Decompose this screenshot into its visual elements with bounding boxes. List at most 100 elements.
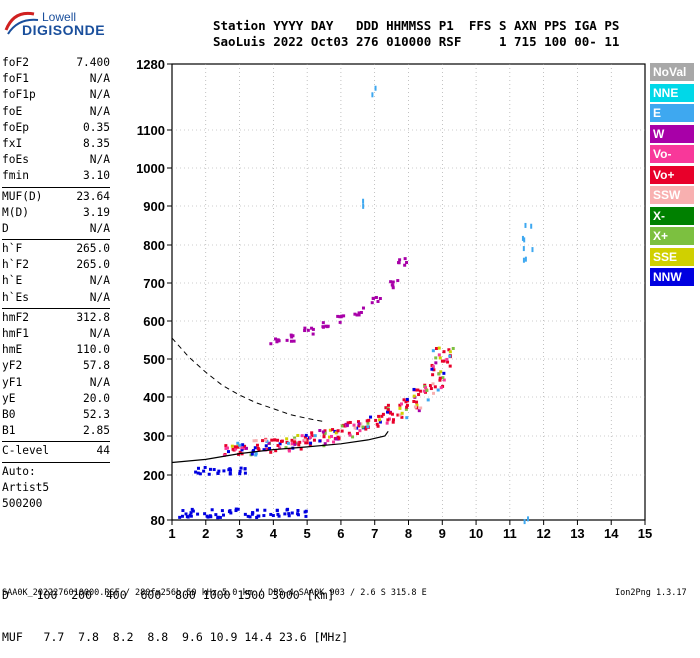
autoscaling-version: 500200 [2, 496, 43, 510]
echo-point [374, 295, 378, 299]
param-label: foF2 [2, 56, 29, 69]
x-tick-label: 9 [439, 526, 446, 541]
echo-point [274, 337, 278, 341]
echo-point [325, 325, 329, 329]
x-tick-label: 5 [304, 526, 311, 541]
param-row: B0 52.3 [2, 408, 110, 424]
param-row: C-level 44 [2, 444, 110, 460]
legend-item-w: W [650, 124, 694, 143]
echo-point [334, 437, 338, 441]
echo-point [405, 397, 409, 401]
echo-point [358, 429, 362, 433]
digisonde-logo-icon [4, 6, 40, 38]
echo-point [412, 387, 416, 391]
echo-point [285, 338, 289, 342]
echo-point [414, 388, 418, 392]
echo-point [239, 466, 243, 470]
echo-point [222, 469, 226, 473]
param-value: 7.400 [76, 56, 110, 69]
echo-point [400, 402, 404, 406]
echo-point [293, 436, 297, 440]
param-row: hmF1 N/A [2, 327, 110, 343]
echo-point [283, 512, 287, 516]
echo-point [267, 441, 271, 445]
echo-point [185, 515, 189, 519]
echo-point [191, 509, 195, 513]
echo-point [228, 468, 232, 472]
echo-point [238, 472, 242, 476]
param-label: hmF2 [2, 310, 29, 324]
echo-point [208, 467, 212, 471]
x-tick-label: 14 [604, 526, 619, 541]
echo-point [531, 247, 534, 253]
echo-point [238, 443, 242, 447]
echo-point [243, 467, 247, 471]
param-label: B1 [2, 424, 16, 438]
echo-point [216, 515, 220, 519]
echo-point [405, 261, 409, 265]
echo-point [419, 406, 423, 410]
param-value: 8.35 [83, 136, 110, 150]
echo-point [412, 394, 416, 398]
autoscaling-artist: Artist5 [2, 480, 50, 494]
echo-point [437, 353, 441, 357]
y-tick-label: 600 [143, 314, 165, 329]
param-value: 44 [96, 444, 110, 458]
param-value: 265.0 [76, 258, 110, 272]
param-label: foEp [2, 120, 29, 134]
echo-point [243, 444, 247, 448]
echo-point [231, 447, 235, 451]
echo-point [287, 514, 291, 518]
echo-point [217, 469, 221, 473]
echo-point [432, 391, 435, 395]
param-value: 265.0 [76, 242, 110, 256]
y-tick-label: 400 [143, 390, 165, 405]
param-row: fmin 3.10 [2, 169, 110, 185]
echo-point [276, 444, 280, 448]
param-label: hmE [2, 343, 23, 357]
param-value: 3.10 [83, 169, 110, 183]
x-tick-label: 1 [168, 526, 175, 541]
param-row: foE N/A [2, 105, 110, 121]
echo-point [290, 335, 294, 339]
param-divider [2, 461, 110, 463]
echo-point [292, 440, 296, 444]
echo-point [286, 507, 290, 511]
echo-point [381, 412, 385, 416]
echo-point [250, 452, 254, 456]
echo-point [256, 446, 260, 450]
echo-point [252, 439, 256, 443]
echo-point [522, 246, 525, 252]
echo-point [438, 378, 442, 382]
echo-point [376, 299, 380, 303]
echo-point [304, 509, 308, 513]
echo-point [250, 512, 254, 516]
param-divider [2, 307, 110, 309]
echo-point [398, 403, 402, 407]
echo-point [305, 441, 309, 445]
echo-point [402, 398, 406, 402]
echo-point [412, 399, 416, 403]
echo-point [269, 342, 273, 346]
echo-point [290, 438, 294, 442]
echo-point [442, 359, 446, 363]
echo-point [264, 438, 268, 442]
echo-point [527, 516, 530, 522]
echo-point [396, 279, 400, 283]
y-tick-label: 800 [143, 238, 165, 253]
echo-point [364, 425, 368, 429]
echo-point [425, 388, 429, 392]
echo-point [318, 439, 322, 443]
y-tick-label: 1000 [136, 161, 165, 176]
echo-point [305, 437, 309, 441]
param-label: yF2 [2, 359, 23, 373]
echo-point [355, 432, 359, 436]
echo-point [241, 443, 245, 447]
echo-point [448, 364, 452, 368]
echo-point [207, 472, 211, 476]
echo-point [196, 471, 200, 475]
param-label: yE [2, 391, 16, 405]
echo-point [346, 421, 350, 425]
echo-point [439, 386, 443, 390]
param-label: B0 [2, 407, 16, 421]
